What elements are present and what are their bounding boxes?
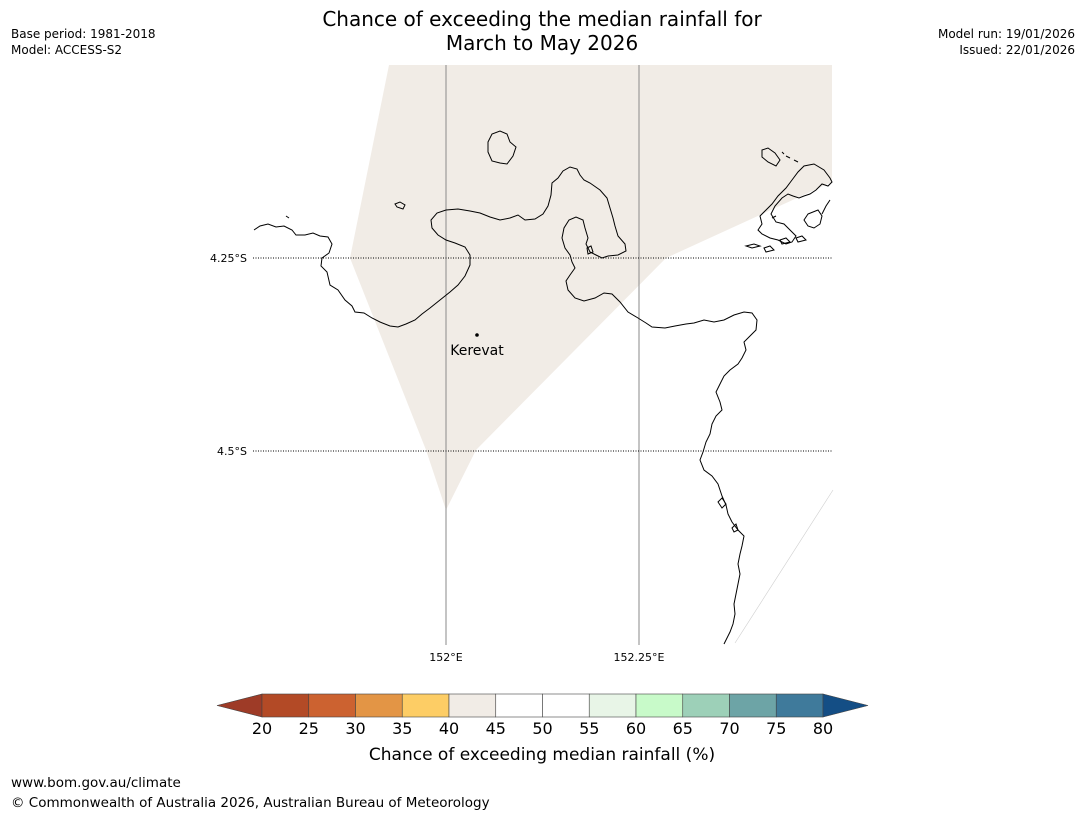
colorbar-segment bbox=[448, 693, 497, 718]
colorbar-title: Chance of exceeding median rainfall (%) bbox=[368, 745, 716, 765]
colorbar-over-arrow bbox=[822, 693, 869, 718]
coastline bbox=[253, 130, 833, 645]
kerevat-label: Kerevat bbox=[450, 343, 504, 359]
colorbar-tick-label: 50 bbox=[532, 719, 553, 738]
colorbar-tick-label: 35 bbox=[392, 719, 413, 738]
lat-label-4-25s: 4.25°S bbox=[210, 252, 247, 265]
colorbar-tick-label: 20 bbox=[251, 719, 273, 738]
colorbar-segment bbox=[588, 693, 637, 718]
colorbar-tick-label: 45 bbox=[485, 719, 506, 738]
issued-label: Issued: 22/01/2026 bbox=[959, 43, 1075, 57]
colorbar-tick-label: 65 bbox=[672, 719, 693, 738]
colorbar-tick-label: 70 bbox=[719, 719, 740, 738]
colorbar-tick-label: 40 bbox=[438, 719, 460, 738]
map-title-line-2: March to May 2026 bbox=[445, 31, 639, 55]
colorbar-segment bbox=[308, 693, 356, 718]
colorbar-under-arrow bbox=[216, 693, 263, 718]
footer-copyright: © Commonwealth of Australia 2026, Austra… bbox=[11, 795, 490, 811]
colorbar-segment bbox=[635, 693, 684, 718]
lat-label-4-5s: 4.5°S bbox=[217, 445, 247, 458]
kerevat-marker bbox=[475, 333, 479, 337]
colorbar-segment bbox=[542, 693, 590, 718]
colorbar-tick-label: 60 bbox=[625, 719, 647, 738]
model-label: Model: ACCESS-S2 bbox=[11, 43, 123, 57]
colorbar-tick-label: 30 bbox=[345, 719, 366, 738]
base-period-label: Base period: 1981-2018 bbox=[11, 27, 156, 41]
map-title-line-1: Chance of exceeding the median rainfall … bbox=[322, 7, 762, 31]
colorbar-tick-label: 55 bbox=[579, 719, 600, 738]
colorbar-segment bbox=[682, 693, 730, 718]
colorbar-segment bbox=[775, 693, 824, 718]
lon-label-152e: 152°E bbox=[429, 651, 462, 664]
meta-right: Model run: 19/01/2026 Issued: 22/01/2026 bbox=[938, 26, 1075, 58]
footer-url[interactable]: www.bom.gov.au/climate bbox=[11, 775, 181, 791]
lon-label-152-25e: 152.25°E bbox=[614, 651, 665, 664]
colorbar-segment bbox=[401, 693, 450, 718]
region-boundary bbox=[734, 489, 834, 644]
colorbar-tick-label: 25 bbox=[298, 719, 319, 738]
model-run-label: Model run: 19/01/2026 bbox=[937, 27, 1075, 41]
shaded-region-upper bbox=[350, 65, 832, 510]
colorbar-tick-label: 75 bbox=[766, 719, 787, 738]
colorbar-segment bbox=[355, 693, 403, 718]
colorbar-segment bbox=[729, 693, 777, 718]
meta-left: Base period: 1981-2018 Model: ACCESS-S2 bbox=[11, 26, 156, 58]
colorbar-tick-label: 80 bbox=[812, 719, 834, 738]
colorbar-segment bbox=[261, 693, 310, 718]
colorbar bbox=[216, 693, 869, 718]
colorbar-segment bbox=[495, 693, 543, 718]
